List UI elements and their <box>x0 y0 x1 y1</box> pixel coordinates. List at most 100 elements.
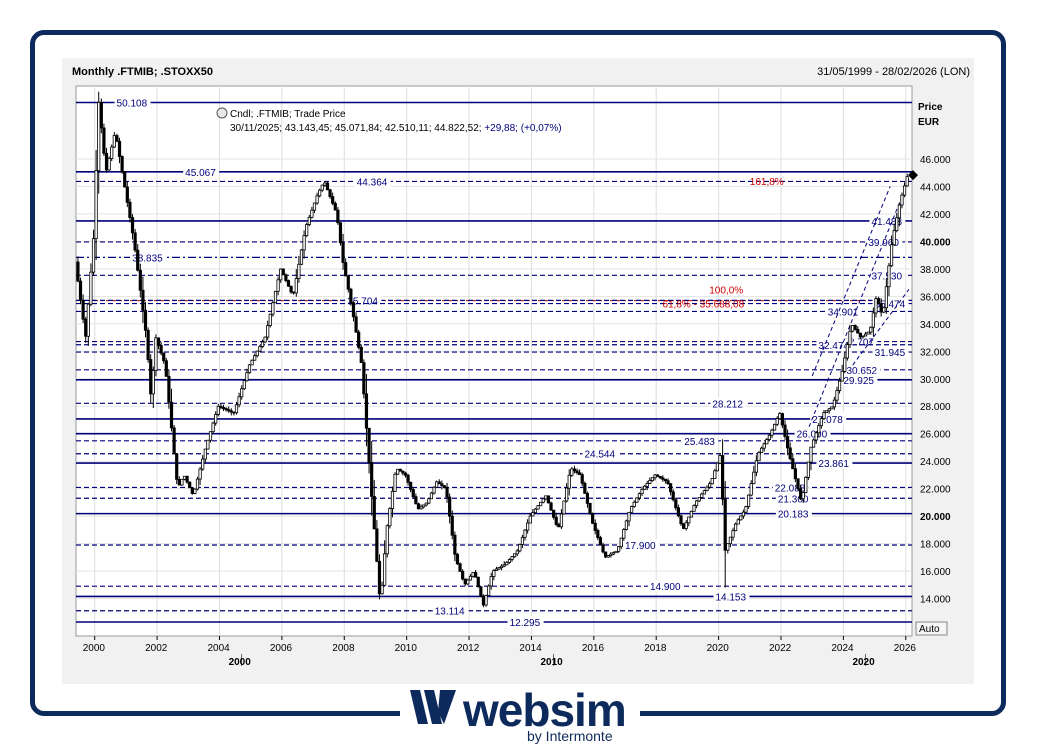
candle-body <box>185 475 189 483</box>
candle-body <box>104 152 109 171</box>
candle-body <box>606 555 610 558</box>
candle-body <box>221 407 226 409</box>
candle-body <box>123 171 127 188</box>
x-tick-label: 2022 <box>769 643 792 654</box>
candle-body <box>762 443 766 449</box>
candle-body <box>448 496 452 517</box>
candle-body <box>598 537 603 546</box>
candle-body <box>567 474 571 489</box>
y-tick-label: 24.000 <box>920 457 951 468</box>
candle-body <box>437 481 441 485</box>
candle-body <box>840 370 844 382</box>
candle-body <box>323 182 327 186</box>
candle-body <box>640 488 644 495</box>
candle-body <box>879 303 883 313</box>
candle-body <box>552 509 556 518</box>
candle-body <box>253 355 257 361</box>
candle-body <box>94 170 98 240</box>
candle-body <box>700 493 704 498</box>
candle-body <box>674 499 678 509</box>
candle-body <box>669 483 673 493</box>
candle-body <box>801 492 805 500</box>
candle-body <box>791 458 795 470</box>
candle-body <box>837 380 842 391</box>
candle-body <box>746 494 751 507</box>
y-tick-label: 16.000 <box>920 567 951 578</box>
candle-body <box>861 335 865 338</box>
candle-body <box>775 418 779 425</box>
x-tick-label: 2026 <box>894 643 917 654</box>
candle-body <box>224 408 228 411</box>
candle-body <box>211 422 215 433</box>
candle-body <box>804 476 808 494</box>
candle-body <box>359 346 363 363</box>
candle-body <box>362 362 366 395</box>
candle-body <box>419 506 423 510</box>
candle-body <box>863 333 868 337</box>
candle-body <box>682 523 686 529</box>
candle-body <box>214 414 218 424</box>
level-label-bg <box>825 305 862 318</box>
level-label-bg <box>114 96 151 109</box>
level-label-bg <box>582 447 619 460</box>
level-label: 38.835 <box>132 253 163 264</box>
candle-body <box>338 222 343 244</box>
candle-body <box>492 570 496 577</box>
y-tick-label: 28.000 <box>920 402 951 413</box>
candle-body <box>658 476 662 479</box>
candle-body <box>138 269 142 291</box>
candle-body <box>583 482 587 494</box>
candle-body <box>237 396 241 406</box>
candle-body <box>318 189 322 197</box>
candle-body <box>396 468 400 475</box>
candle-body <box>245 372 249 382</box>
candle-body <box>721 455 725 500</box>
axis-unit: EUR <box>918 117 940 128</box>
level-label: 24.544 <box>584 450 615 461</box>
level-label: 35.704 <box>347 296 378 307</box>
candle-body <box>697 497 701 502</box>
candle-body <box>154 337 158 371</box>
candle-body <box>487 585 491 596</box>
candle-body <box>718 455 722 464</box>
candle-body <box>604 551 608 558</box>
candle-body <box>466 579 470 585</box>
fib-label: 161,8% <box>750 177 784 188</box>
candle-body <box>175 453 179 480</box>
candle-body <box>89 271 93 305</box>
candle-body <box>845 344 849 359</box>
candle-body <box>726 543 730 551</box>
level-label-bg <box>810 412 847 425</box>
x-tick-label: 2000 <box>83 643 106 654</box>
level-label: 30.652 <box>846 366 877 377</box>
level-label: 28.212 <box>712 399 743 410</box>
candle-body <box>149 359 153 395</box>
candle-body <box>830 406 834 410</box>
level-label-bg <box>647 580 684 593</box>
candle-body <box>273 290 278 304</box>
candle-body <box>695 500 699 507</box>
candle-body <box>871 312 875 328</box>
level-label: 29.925 <box>843 376 874 387</box>
candle-body <box>650 477 655 481</box>
candle-body <box>188 481 192 489</box>
level-label: 12.295 <box>510 618 541 629</box>
legend-line1: Cndl; .FTMIB; Trade Price <box>230 109 346 120</box>
candle-body <box>562 500 566 515</box>
candle-body <box>785 436 790 449</box>
candle-body <box>580 474 584 484</box>
candle-body <box>380 584 384 595</box>
candle-body <box>276 279 280 292</box>
candle-body <box>850 325 855 332</box>
candle-body <box>793 468 797 480</box>
auto-button-label[interactable]: Auto <box>919 624 940 635</box>
level-label: 23.861 <box>818 459 849 470</box>
candle-body <box>622 529 626 539</box>
candle-body <box>814 432 818 441</box>
candle-body <box>432 486 436 494</box>
candle-body <box>557 524 561 528</box>
candle-body <box>320 184 324 191</box>
level-label-bg <box>183 165 220 178</box>
level-label: 22.088 <box>775 483 806 494</box>
candle-body <box>702 490 707 495</box>
